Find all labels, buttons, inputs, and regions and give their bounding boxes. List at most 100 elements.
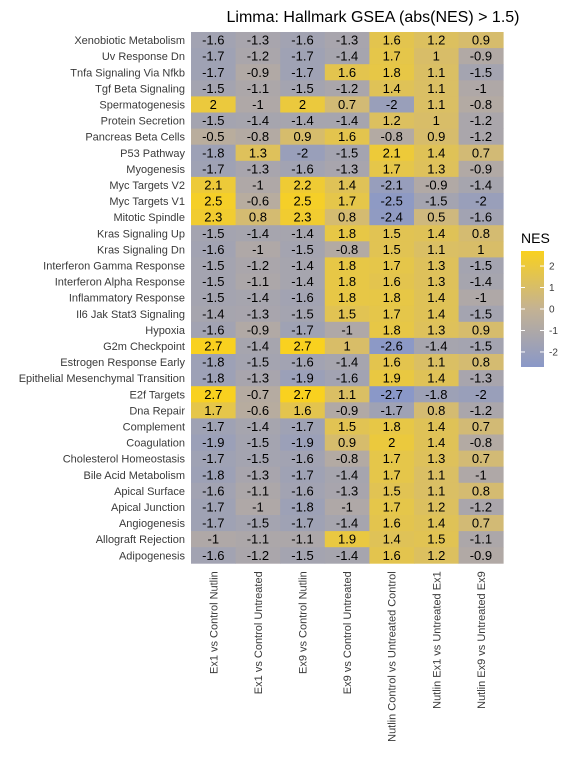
cell-value-label: -1.1 (247, 81, 269, 96)
cell-value-label: -1.6 (202, 242, 224, 257)
column-label: Nutlin Ex9 vs Untreated Ex9 (476, 571, 488, 709)
heatmap-cell (414, 515, 459, 532)
heatmap-cell (458, 289, 504, 307)
cell-value-label: 2.2 (293, 177, 311, 192)
cell-value-label: 1.7 (383, 451, 401, 466)
heatmap-cell (458, 305, 504, 323)
cell-value-label: 1.7 (383, 49, 401, 64)
cell-value-label: -1 (252, 242, 264, 257)
heatmap-cell (324, 289, 370, 307)
heatmap-cell (191, 225, 236, 242)
heatmap-cell (235, 370, 281, 387)
heatmap-cell (280, 112, 326, 129)
heatmap-cell (458, 32, 504, 49)
cell-value-label: -1.6 (291, 355, 313, 370)
heatmap-cell (191, 128, 236, 146)
row-label: Adipogenesis (119, 550, 186, 562)
cell-value-label: 1.4 (427, 435, 445, 450)
cell-value-label: 0.8 (338, 210, 356, 225)
cell-value-label: -1.5 (291, 548, 313, 563)
cell-value-label: 1.2 (427, 33, 445, 48)
column-label: Ex9 vs Control Nutlin (298, 571, 310, 674)
heatmap-cell (324, 193, 370, 210)
cell-value-label: 0.9 (472, 33, 490, 48)
cell-value-label: -0.9 (247, 65, 269, 80)
heatmap-cell (280, 434, 326, 451)
row-label: Protein Secretion (101, 116, 185, 128)
cell-value-label: 1.8 (338, 226, 356, 241)
cell-value-label: 1 (433, 49, 440, 64)
row-label: Pancreas Beta Cells (85, 132, 185, 144)
heatmap-cell (191, 370, 236, 387)
cell-value-label: -2 (297, 145, 309, 160)
row-label: P53 Pathway (120, 148, 185, 160)
heatmap-cell (369, 547, 415, 564)
cell-value-label: -1.6 (291, 451, 313, 466)
cell-value-label: 2 (210, 97, 217, 112)
cell-value-label: 0.8 (472, 483, 490, 498)
cell-value-label: 1.3 (427, 451, 445, 466)
cell-value-label: 1.1 (427, 81, 445, 96)
heatmap-cell (369, 112, 415, 129)
heatmap-cell (280, 209, 326, 226)
cell-value-label: 1.3 (427, 258, 445, 273)
row-label: Bile Acid Metabolism (84, 470, 186, 482)
heatmap-cell (235, 321, 281, 339)
cell-value-label: -1.1 (247, 483, 269, 498)
cell-value-label: 2.7 (204, 338, 222, 353)
heatmap-cells: -1.6 -1.3 -1.6 -1.3 1.6 1.2 0.9-1.7 -1.2 -1.7 -1.… (191, 32, 504, 564)
heatmap-cell (191, 241, 236, 258)
heatmap-cell (235, 289, 281, 307)
heatmap-cell (324, 531, 370, 548)
heatmap-cell (458, 64, 504, 81)
cell-value-label: -1.1 (291, 532, 313, 547)
heatmap-cell (280, 466, 326, 484)
row-label: Uv Response Dn (102, 51, 185, 63)
cell-value-label: -0.6 (247, 403, 269, 418)
cell-value-label: -0.9 (470, 49, 492, 64)
legend-tick-label: -1 (549, 326, 558, 337)
cell-value-label: 0.5 (427, 210, 445, 225)
cell-value-label: -1.4 (336, 467, 358, 482)
heatmap-cell (280, 257, 326, 274)
row-label: Angiogenesis (119, 518, 186, 530)
heatmap-cell (369, 64, 415, 81)
heatmap-cell (324, 112, 370, 129)
cell-value-label: 1.2 (427, 548, 445, 563)
cell-value-label: -1.4 (336, 49, 358, 64)
heatmap-cell (369, 193, 415, 210)
cell-value-label: 1.4 (427, 145, 445, 160)
cell-value-label: 1.7 (383, 258, 401, 273)
cell-value-label: -1.2 (247, 548, 269, 563)
row-label: G2m Checkpoint (103, 341, 185, 353)
cell-value-label: 1.5 (383, 226, 401, 241)
heatmap-cell (191, 354, 236, 371)
cell-value-label: -1.3 (336, 33, 358, 48)
heatmap-cell (414, 498, 459, 516)
heatmap-cell (458, 193, 504, 210)
cell-value-label: 1.5 (383, 483, 401, 498)
heatmap-cell (369, 257, 415, 274)
heatmap-cell (235, 482, 281, 500)
heatmap-cell (235, 96, 281, 113)
heatmap-cell (191, 144, 236, 162)
cell-value-label: -1.2 (470, 113, 492, 128)
row-label: Kras Signaling Dn (97, 244, 185, 256)
heatmap-cell (235, 402, 281, 419)
cell-value-label: -2.6 (380, 338, 402, 353)
cell-value-label: -1.1 (470, 532, 492, 547)
cell-value-label: 2 (299, 97, 306, 112)
cell-value-label: -1 (475, 81, 487, 96)
heatmap-cell (324, 354, 370, 371)
cell-value-label: 1.4 (427, 226, 445, 241)
cell-value-label: -0.9 (470, 548, 492, 563)
cell-value-label: 1.3 (427, 161, 445, 176)
cell-value-label: 1.5 (338, 419, 356, 434)
cell-value-label: 1.4 (338, 177, 356, 192)
heatmap-cell (191, 96, 236, 113)
cell-value-label: 1.8 (338, 290, 356, 305)
cell-value-label: -0.6 (247, 194, 269, 209)
heatmap-cell (191, 434, 236, 451)
heatmap-cell (324, 466, 370, 484)
cell-value-label: 2.7 (293, 387, 311, 402)
